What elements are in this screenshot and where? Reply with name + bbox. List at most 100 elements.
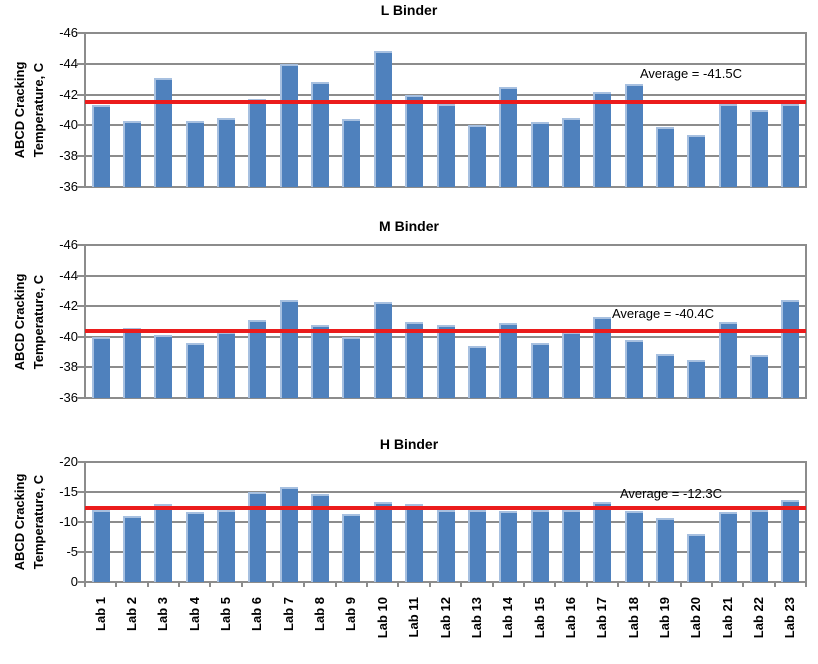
y-tick-mark [77, 397, 85, 399]
y-tick-mark [77, 551, 85, 553]
x-axis-label: Lab 11 [406, 597, 422, 638]
bar-lab-8 [311, 82, 330, 187]
x-tick-mark [209, 582, 212, 587]
y-tick-mark [77, 244, 85, 246]
bar-lab-6 [248, 492, 267, 582]
y-tick-label: -46 [59, 25, 78, 40]
x-tick-mark [146, 582, 149, 587]
y-axis-line [84, 244, 86, 399]
y-tick-label: -44 [59, 267, 78, 283]
x-axis-label: Lab 4 [186, 597, 202, 631]
bar-lab-22 [749, 110, 768, 187]
x-tick-mark [240, 582, 243, 587]
x-tick-mark [554, 582, 557, 587]
x-tick-mark [805, 582, 807, 587]
bar-lab-20 [687, 359, 706, 398]
gridline [85, 186, 806, 188]
gridline [85, 305, 806, 308]
bar-lab-16 [561, 332, 580, 398]
y-tick-label: -42 [59, 298, 78, 314]
x-axis-label: Lab 6 [249, 597, 265, 631]
x-tick-mark [178, 582, 181, 587]
gridline [85, 397, 806, 399]
x-axis-label: Lab 15 [531, 597, 547, 639]
bar-lab-21 [718, 321, 737, 398]
y-tick-label: -40 [59, 117, 78, 133]
x-tick-mark [272, 582, 275, 587]
x-axis-label: Lab 2 [124, 597, 140, 631]
bar-lab-10 [373, 301, 392, 398]
average-annotation: Average = -41.5C [640, 66, 743, 81]
x-axis-label: Lab 3 [155, 597, 171, 631]
x-tick-mark [616, 582, 619, 587]
bar-lab-22 [749, 510, 768, 582]
bar-lab-4 [185, 120, 204, 187]
bar-lab-14 [499, 510, 518, 582]
y-tick-label: -42 [59, 86, 78, 102]
y-tick-label: -36 [59, 179, 78, 194]
x-tick-mark [460, 582, 463, 587]
bar-lab-20 [687, 134, 706, 187]
chart-title: L Binder [380, 2, 438, 18]
bar-lab-8 [311, 324, 330, 398]
x-tick-mark [773, 582, 776, 587]
bar-lab-2 [123, 516, 142, 582]
average-line [85, 328, 806, 333]
y-axis-label-line2: Temperature, C [31, 62, 46, 158]
bar-lab-19 [655, 518, 674, 582]
bar-lab-20 [687, 534, 706, 582]
bar-lab-5 [217, 117, 236, 187]
x-axis-label: Lab 10 [374, 597, 390, 639]
y-axis-line [84, 461, 86, 583]
x-tick-mark [710, 582, 713, 587]
y-tick-label: -38 [59, 359, 78, 375]
bar-lab-11 [405, 94, 424, 187]
x-axis-label: Lab 22 [750, 597, 766, 639]
x-axis-label: Lab 14 [500, 597, 516, 639]
bar-lab-12 [436, 510, 455, 582]
bar-lab-23 [781, 103, 800, 187]
bar-lab-6 [248, 319, 267, 398]
gridline [85, 244, 806, 246]
x-axis-label: Lab 19 [656, 597, 672, 639]
bar-lab-23 [781, 300, 800, 398]
y-tick-label: -44 [59, 55, 78, 71]
y-axis-label: ABCD Cracking Temperature, C [10, 25, 50, 195]
y-tick-mark [77, 305, 85, 308]
y-tick-label: -46 [59, 237, 78, 252]
x-axis-label: Lab 12 [437, 597, 453, 639]
average-annotation: Average = -40.4C [612, 306, 715, 321]
bar-lab-22 [749, 355, 768, 398]
y-tick-mark [77, 581, 85, 583]
x-tick-mark [303, 582, 306, 587]
x-axis-label: Lab 5 [218, 597, 234, 631]
bar-lab-5 [217, 332, 236, 398]
y-axis-label: ABCD Cracking Temperature, C [10, 237, 50, 407]
bar-lab-14 [499, 323, 518, 398]
gridline [85, 93, 806, 96]
average-line [85, 506, 806, 511]
bar-lab-7 [279, 487, 298, 582]
x-tick-mark [366, 582, 369, 587]
y-tick-mark [77, 461, 85, 463]
bar-lab-6 [248, 99, 267, 187]
plot-right-border [805, 244, 807, 399]
gridline [85, 274, 806, 277]
bar-lab-19 [655, 353, 674, 398]
gridline [85, 581, 806, 583]
bar-lab-17 [593, 316, 612, 398]
bar-lab-8 [311, 493, 330, 582]
y-tick-label: -5 [66, 544, 78, 559]
average-annotation: Average = -12.3C [620, 486, 723, 501]
bar-lab-18 [624, 511, 643, 582]
bar-lab-15 [530, 122, 549, 187]
y-tick-mark [77, 93, 85, 96]
y-axis-label-line2: Temperature, C [31, 274, 46, 369]
x-tick-mark [522, 582, 525, 587]
x-axis-label: Lab 20 [688, 597, 704, 639]
x-tick-mark [679, 582, 682, 587]
bar-lab-4 [185, 511, 204, 582]
bar-lab-13 [467, 510, 486, 582]
y-tick-mark [77, 155, 85, 158]
bar-lab-18 [624, 339, 643, 398]
